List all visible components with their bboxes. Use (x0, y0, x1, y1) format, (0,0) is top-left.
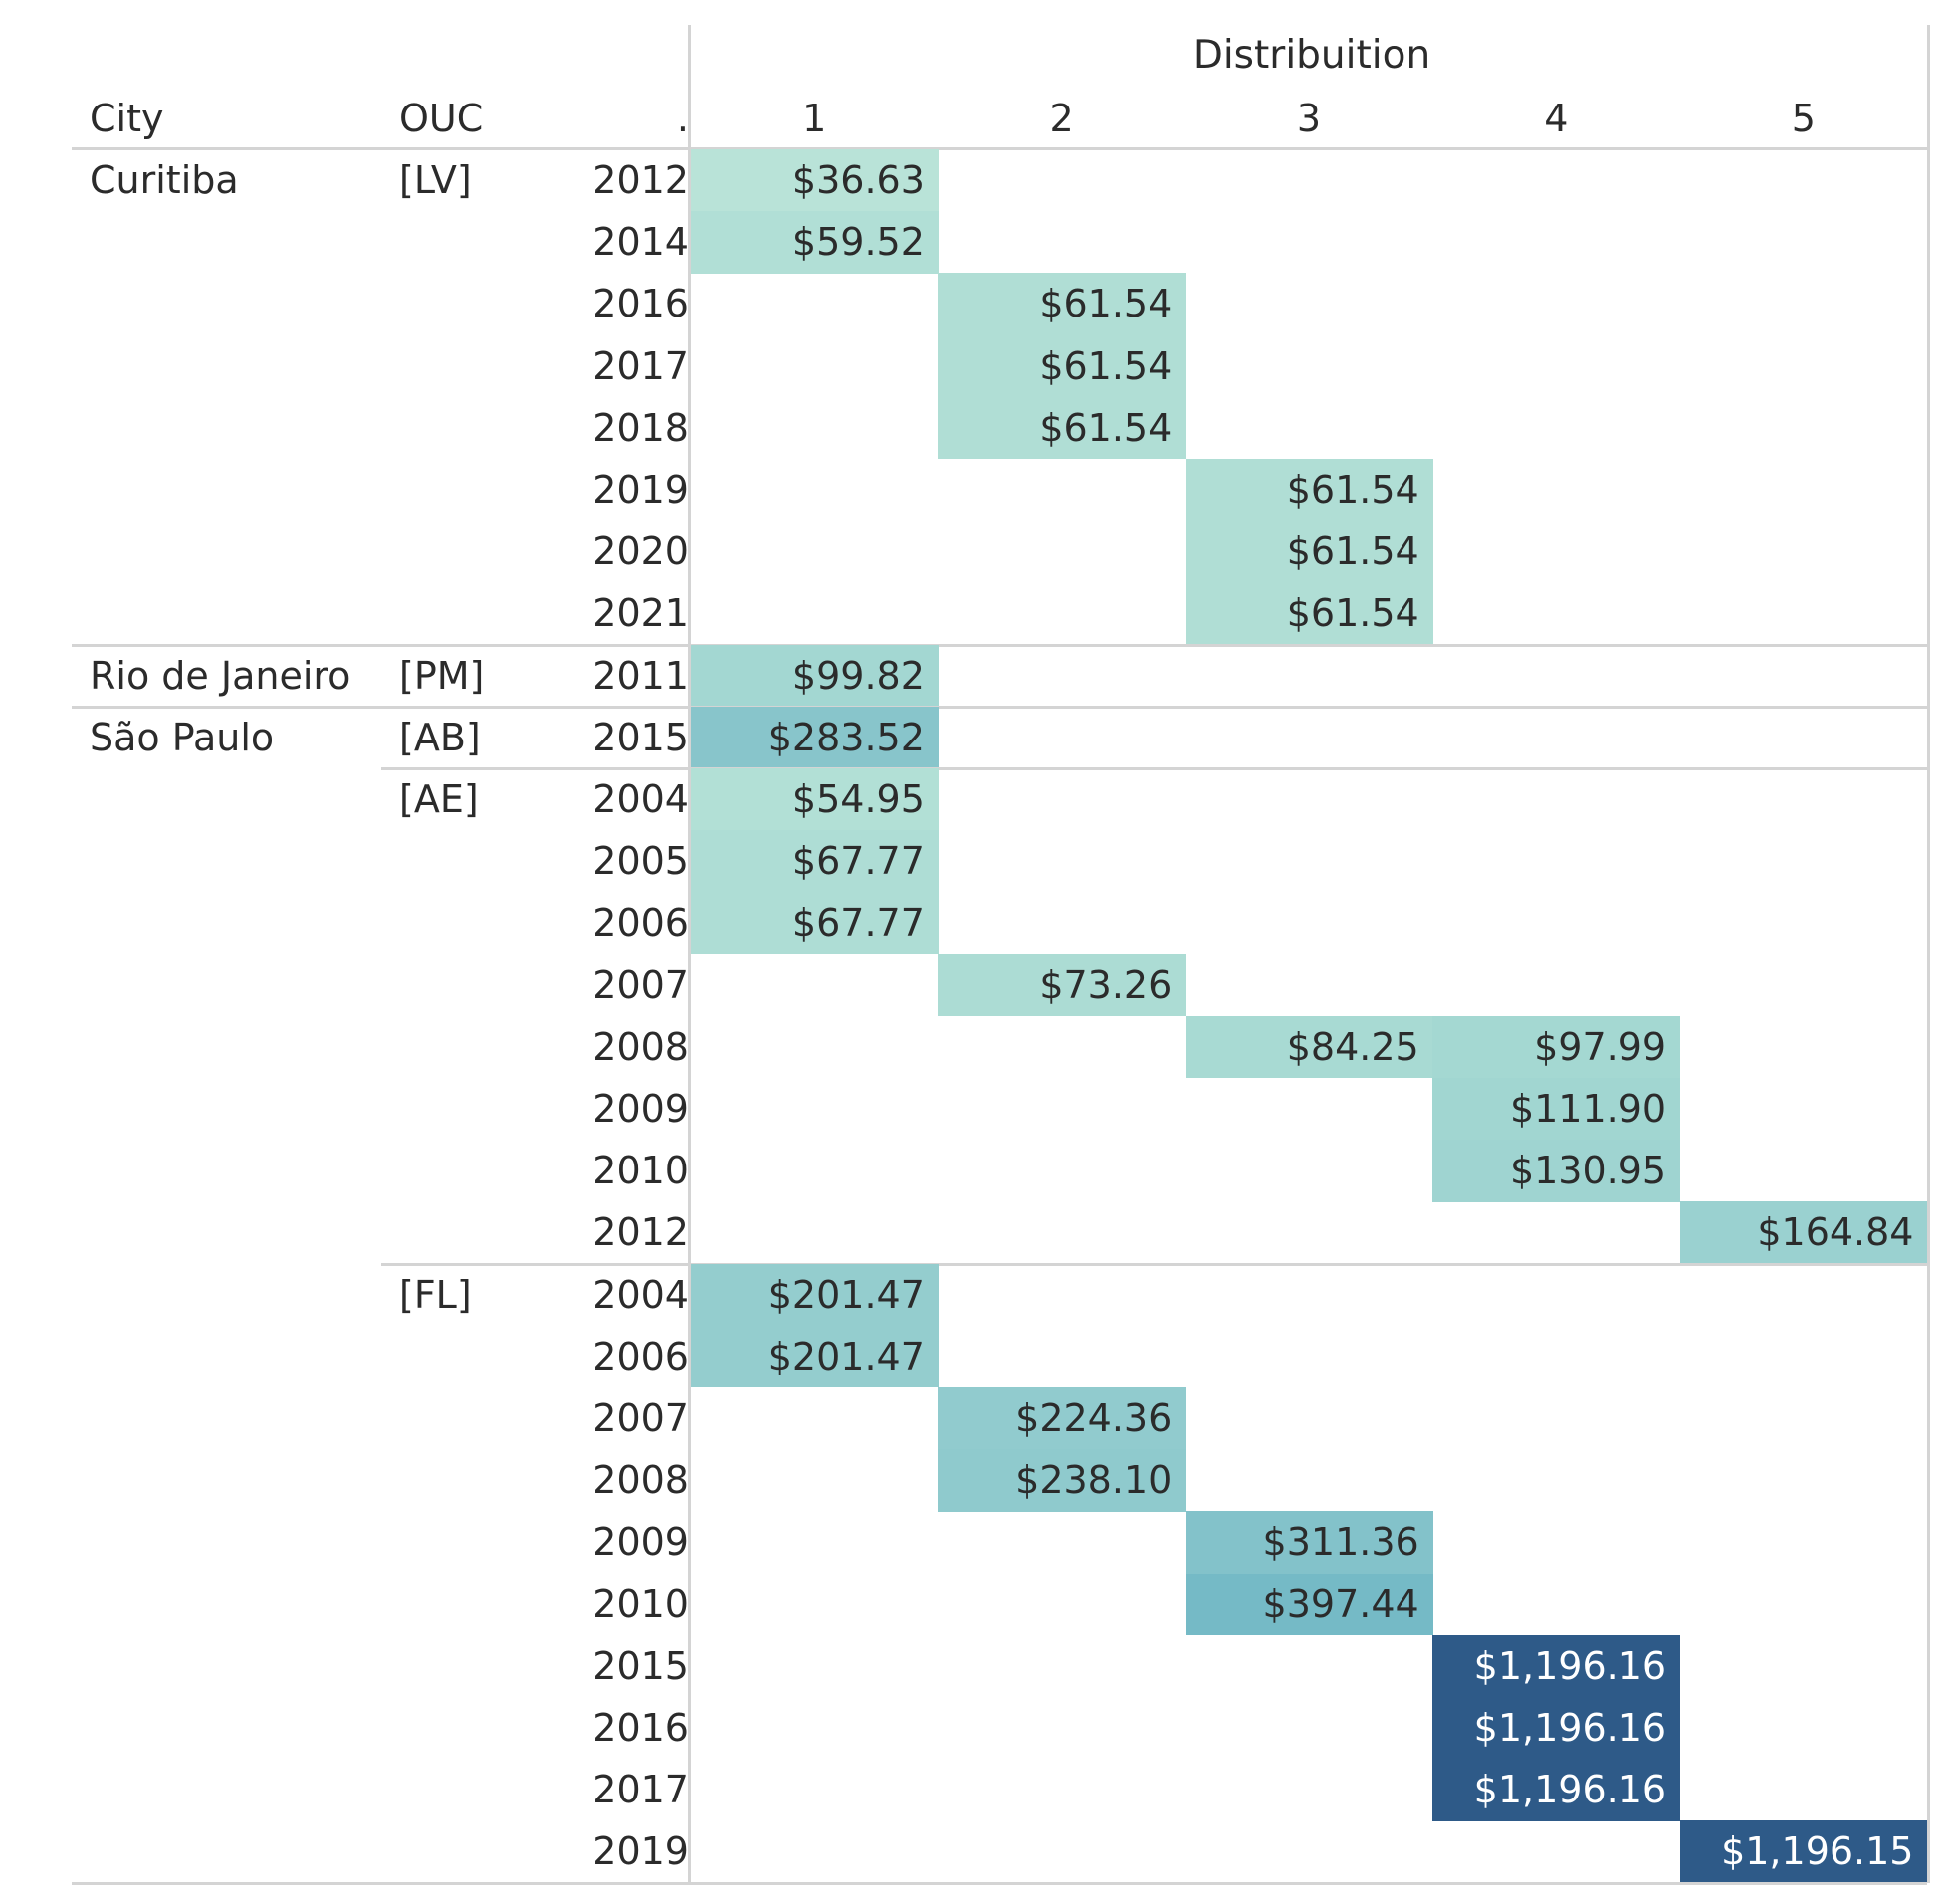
year-label: 2014 (592, 220, 689, 265)
row-separator (381, 767, 1927, 770)
table-cell: $164.84 (1679, 1201, 1928, 1265)
ouc-label: [PM] (399, 653, 485, 698)
year-label: 2017 (592, 1768, 689, 1812)
year-label: 2015 (592, 1643, 689, 1688)
year-label: 2008 (592, 1024, 689, 1069)
table-cell: $201.47 (691, 1263, 939, 1327)
table-cell: $1,196.16 (1432, 1697, 1681, 1760)
row-header-city: City (90, 97, 164, 140)
year-label: 2020 (592, 529, 689, 574)
city-label: Curitiba (90, 158, 239, 202)
year-label: 2021 (592, 591, 689, 636)
year-label: 2005 (592, 839, 689, 884)
table-cell: $67.77 (691, 892, 939, 955)
table-cell: $1,196.15 (1679, 1820, 1928, 1884)
table-cell: $97.99 (1432, 1015, 1681, 1079)
row-separator (72, 705, 1927, 709)
year-label: 2010 (592, 1582, 689, 1626)
year-label: 2011 (592, 653, 689, 698)
table-cell: $311.36 (1185, 1511, 1433, 1575)
column-header-3: 3 (1296, 97, 1322, 140)
year-label: 2004 (592, 777, 689, 821)
table-cell: $73.26 (938, 953, 1186, 1017)
year-label: 2009 (592, 1520, 689, 1565)
ouc-label: [LV] (399, 158, 472, 202)
ouc-label: [AE] (399, 777, 479, 821)
year-label: 2015 (592, 715, 689, 759)
year-label: 2008 (592, 1458, 689, 1503)
year-label: 2010 (592, 1149, 689, 1193)
year-label: 2012 (592, 158, 689, 202)
column-header-5: 5 (1791, 97, 1816, 140)
column-header-1: 1 (802, 97, 827, 140)
table-cell: $238.10 (938, 1449, 1186, 1512)
header-rule (72, 147, 1927, 150)
table-cell: $61.54 (938, 273, 1186, 336)
table-cell: $201.47 (691, 1325, 939, 1388)
table-cell: $130.95 (1432, 1140, 1681, 1202)
table-cell: $61.54 (1185, 582, 1433, 646)
year-label: 2019 (592, 1829, 689, 1874)
table-cell: $67.77 (691, 830, 939, 893)
city-label: Rio de Janeiro (90, 653, 351, 698)
row-header-year: . (676, 97, 689, 140)
table-cell: $61.54 (938, 334, 1186, 398)
data-right-rule (1927, 25, 1930, 1883)
column-group-header: Distribuition (1192, 33, 1431, 78)
table-cell: $84.25 (1185, 1015, 1433, 1079)
year-label: 2017 (592, 343, 689, 388)
column-header-2: 2 (1049, 97, 1074, 140)
row-separator (381, 1262, 1927, 1266)
table-cell: $99.82 (691, 644, 939, 708)
row-separator (72, 1881, 1927, 1885)
ouc-label: [FL] (399, 1272, 472, 1317)
year-label: 2009 (592, 1087, 689, 1131)
year-label: 2004 (592, 1272, 689, 1317)
row-separator (72, 643, 1927, 647)
ouc-label: [AB] (399, 715, 481, 759)
city-label: São Paulo (90, 715, 275, 759)
table-cell: $36.63 (691, 149, 939, 212)
year-label: 2006 (592, 901, 689, 946)
year-label: 2019 (592, 468, 689, 512)
table-cell: $283.52 (691, 706, 939, 769)
year-label: 2012 (592, 1210, 689, 1255)
table-cell: $1,196.16 (1432, 1634, 1681, 1698)
table-cell: $59.52 (691, 211, 939, 274)
table-cell: $61.54 (938, 396, 1186, 460)
year-label: 2016 (592, 282, 689, 326)
year-label: 2016 (592, 1706, 689, 1750)
row-header-ouc: OUC (399, 97, 484, 140)
year-label: 2007 (592, 962, 689, 1007)
table-cell: $1,196.16 (1432, 1759, 1681, 1821)
table-cell: $61.54 (1185, 521, 1433, 583)
year-label: 2007 (592, 1396, 689, 1440)
year-label: 2006 (592, 1334, 689, 1378)
table-cell: $397.44 (1185, 1573, 1433, 1636)
column-header-4: 4 (1544, 97, 1569, 140)
table-cell: $111.90 (1432, 1078, 1681, 1141)
table-cell: $54.95 (691, 768, 939, 831)
year-label: 2018 (592, 405, 689, 450)
table-cell: $61.54 (1185, 459, 1433, 522)
table-cell: $224.36 (938, 1387, 1186, 1450)
data-left-rule (688, 25, 691, 1883)
